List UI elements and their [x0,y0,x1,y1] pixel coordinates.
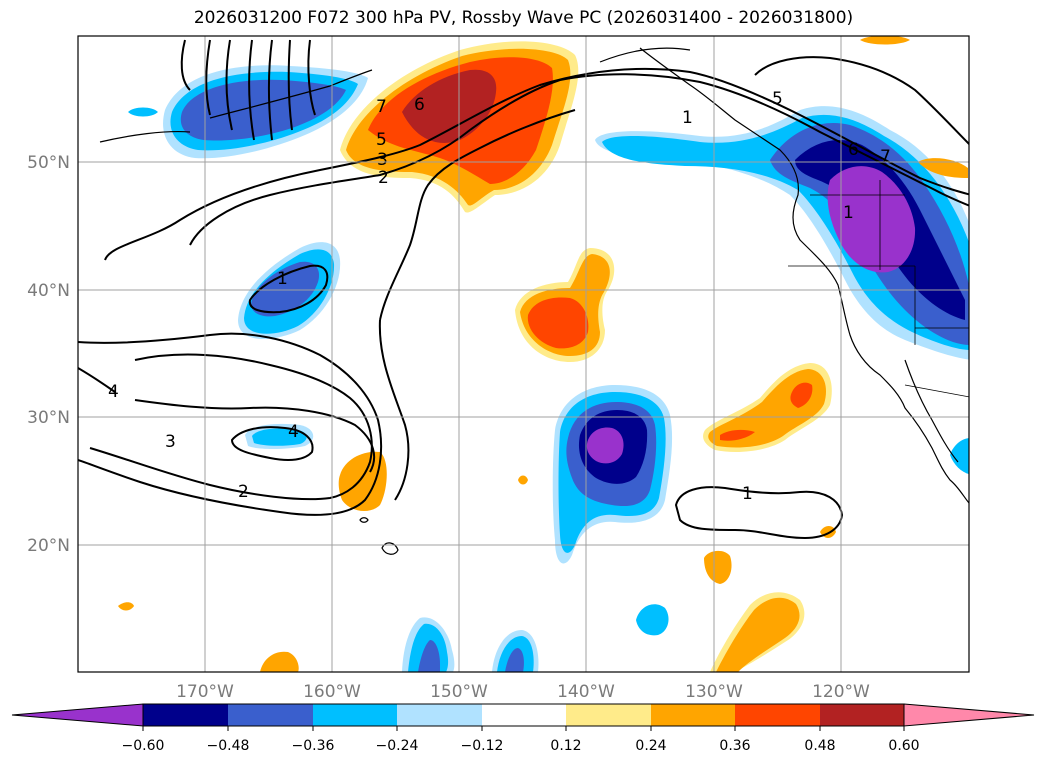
contour-label: 5 [376,130,387,150]
map-title: 2026031200 F072 300 hPa PV, Rossby Wave … [193,8,854,28]
colorbar-tick-label: −0.48 [207,738,250,754]
contour-label: 4 [108,382,119,402]
positive-anomaly-mid [515,248,615,362]
colorbar-tick-label: −0.60 [122,738,165,754]
contours [78,39,969,540]
positive-anomaly-south [704,550,805,672]
colorbar-swatch [397,704,482,726]
state-borders [788,180,969,398]
map-frame [77,35,970,673]
colorbar-swatch [228,704,313,726]
contour-label: 7 [376,97,387,117]
colorbar-tick-label: −0.12 [461,738,504,754]
colorbar-swatch [566,704,651,726]
positive-anomaly-small [118,36,968,672]
colorbar-tick-label: 0.24 [635,738,666,754]
contour-label: 7 [880,147,891,167]
lat-label: 50°N [27,153,70,173]
contour-label: 1 [843,203,854,223]
contour-label: 2 [238,482,249,502]
colorbar-tick-label: 0.60 [888,738,919,754]
lon-label: 160°W [303,682,361,702]
lon-label: 170°W [176,682,234,702]
colorbar-swatch [651,704,735,726]
lon-label: 140°W [557,682,615,702]
lon-label: 120°W [812,682,870,702]
colorbar: −0.60 −0.48 −0.36 −0.24 −0.12 0.12 0.24 … [11,703,1035,754]
colorbar-tick-label: 0.12 [550,738,581,754]
contour-label: 1 [682,108,693,128]
colorbar-swatch [735,704,820,726]
colorbar-swatch [11,703,144,727]
lat-label: 30°N [27,408,70,428]
positive-anomaly-hawaii [338,451,387,512]
lon-label: 150°W [430,682,488,702]
colorbar-tick-label: 0.36 [719,738,750,754]
colorbar-swatch [820,704,904,726]
negative-anomaly-bottom [402,438,969,672]
colorbar-swatch [903,703,1035,727]
positive-anomaly-east [703,363,832,452]
lat-label: 20°N [27,536,70,556]
contour-label: 6 [414,95,425,115]
colorbar-swatch [482,704,566,726]
colorbar-tick-label: −0.36 [292,738,335,754]
contour-label: 1 [742,484,753,504]
contour-label: 3 [377,150,388,170]
lat-label: 40°N [27,281,70,301]
coastlines [99,47,969,555]
lon-label: 130°W [685,682,743,702]
colorbar-tick-label: 0.48 [804,738,835,754]
colorbar-swatch [143,704,228,726]
map-content: 1 2 3 4 5 6 7 1 2 3 4 1 5 6 7 1 [78,36,969,672]
contour-label: 1 [277,269,288,289]
contour-label: 4 [288,422,299,442]
contour-label: 6 [848,140,859,160]
contour-label: 5 [772,89,783,109]
gridlines [78,36,969,672]
contour-label: 2 [378,168,389,188]
contour-label: 3 [165,432,176,452]
colorbar-swatch [313,704,397,726]
colorbar-tick-label: −0.24 [376,738,419,754]
negative-anomaly-subtropical [552,385,673,564]
